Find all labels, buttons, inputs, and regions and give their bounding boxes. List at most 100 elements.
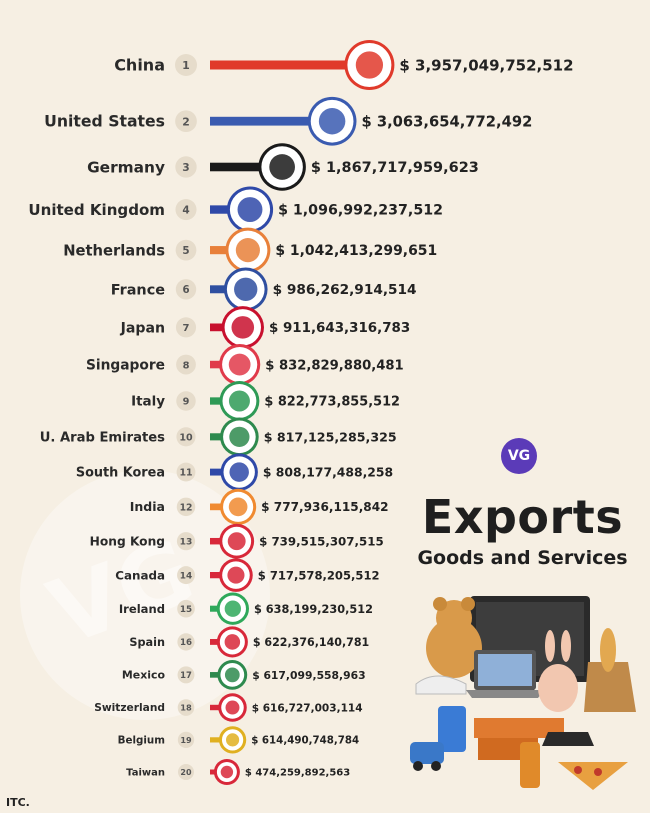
rank-number: 2 bbox=[182, 115, 190, 128]
value-label: $ 1,096,992,237,512 bbox=[278, 203, 443, 219]
value-label: $ 808,177,488,258 bbox=[263, 466, 393, 480]
rank-badge bbox=[177, 731, 195, 749]
toy-car-icon bbox=[410, 742, 444, 764]
rank-badge bbox=[177, 566, 195, 585]
flag-emblem bbox=[235, 238, 260, 263]
country-label: U. Arab Emirates bbox=[40, 430, 165, 445]
value-label: $ 638,199,230,512 bbox=[254, 603, 373, 616]
bar bbox=[210, 162, 289, 172]
chart-title: Exports bbox=[421, 490, 624, 544]
rank-badge bbox=[176, 532, 196, 551]
country-label: Taiwan bbox=[126, 768, 165, 779]
bar bbox=[210, 116, 339, 126]
rank-number: 17 bbox=[180, 670, 192, 680]
rank-number: 3 bbox=[182, 161, 189, 174]
value-label: $ 617,099,558,963 bbox=[252, 669, 365, 682]
country-label: Japan bbox=[120, 320, 165, 336]
rank-badge bbox=[175, 156, 197, 178]
rank-badge bbox=[175, 317, 197, 338]
value-label: $ 3,063,654,772,492 bbox=[361, 113, 532, 130]
rank-number: 10 bbox=[179, 432, 193, 443]
value-label: $ 817,125,285,325 bbox=[264, 429, 397, 444]
value-label: $ 739,515,307,515 bbox=[259, 534, 384, 548]
flag-emblem bbox=[224, 667, 240, 683]
rank-number: 16 bbox=[180, 638, 192, 648]
flag-emblem bbox=[229, 426, 250, 447]
flag-emblem bbox=[227, 532, 246, 551]
country-label: Belgium bbox=[118, 734, 165, 746]
rank-badge bbox=[177, 699, 195, 716]
rank-badge bbox=[177, 599, 195, 618]
value-label: $ 1,042,413,299,651 bbox=[275, 243, 437, 259]
country-label: Singapore bbox=[86, 357, 165, 373]
country-label: Germany bbox=[87, 158, 165, 176]
value-label: $ 832,829,880,481 bbox=[265, 358, 403, 373]
bottle-icon bbox=[520, 742, 540, 788]
country-label: Italy bbox=[131, 394, 165, 410]
flag-emblem bbox=[231, 316, 255, 339]
goods-illustration bbox=[410, 596, 636, 790]
value-label: $ 3,957,049,752,512 bbox=[399, 56, 573, 74]
rank-number: 18 bbox=[180, 703, 192, 713]
rank-number: 15 bbox=[180, 605, 192, 615]
rank-number: 13 bbox=[180, 538, 193, 548]
flag-emblem bbox=[225, 733, 240, 747]
rank-number: 6 bbox=[182, 285, 189, 296]
rank-badge bbox=[178, 764, 194, 780]
rank-badge bbox=[175, 239, 197, 261]
rank-number: 8 bbox=[183, 360, 190, 371]
rank-badge bbox=[175, 54, 197, 76]
rank-badge bbox=[177, 633, 195, 651]
flag-emblem bbox=[228, 390, 250, 412]
bunny-icon bbox=[538, 664, 578, 712]
rank-badge bbox=[176, 391, 196, 411]
rank-number: 9 bbox=[183, 397, 190, 408]
chart-subtitle: Goods and Services bbox=[417, 547, 628, 569]
rank-badge bbox=[176, 427, 196, 447]
rank-number: 7 bbox=[183, 323, 190, 334]
rank-badge bbox=[177, 666, 195, 684]
bar bbox=[210, 60, 376, 70]
rank-badge bbox=[175, 110, 197, 133]
value-label: $ 616,727,003,114 bbox=[252, 702, 363, 714]
rank-number: 14 bbox=[180, 572, 192, 582]
vg-logo-badge: VG bbox=[501, 438, 537, 474]
flag-emblem bbox=[237, 197, 263, 223]
flag-emblem bbox=[234, 277, 258, 301]
country-label: South Korea bbox=[76, 466, 165, 481]
flag-emblem bbox=[269, 154, 295, 180]
value-label: $ 822,773,855,512 bbox=[264, 395, 400, 410]
rank-number: 11 bbox=[179, 468, 192, 479]
country-label: Hong Kong bbox=[90, 534, 165, 548]
country-label: Switzerland bbox=[94, 701, 165, 714]
rank-number: 5 bbox=[182, 245, 189, 257]
rank-number: 12 bbox=[180, 502, 193, 513]
value-label: $ 911,643,316,783 bbox=[269, 321, 410, 336]
flag-emblem bbox=[227, 566, 245, 584]
boxes-icon bbox=[474, 718, 564, 738]
rank-badge bbox=[176, 354, 196, 375]
country-label: Ireland bbox=[119, 602, 165, 616]
flag-emblem bbox=[228, 353, 251, 376]
value-label: $ 622,376,140,781 bbox=[253, 636, 369, 649]
flag-emblem bbox=[224, 600, 241, 617]
country-label: Spain bbox=[129, 636, 165, 649]
value-label: $ 1,867,717,959,623 bbox=[311, 160, 479, 176]
flag-emblem bbox=[224, 634, 241, 650]
country-label: Netherlands bbox=[63, 242, 165, 259]
rank-number: 19 bbox=[180, 735, 192, 745]
country-label: Mexico bbox=[122, 669, 166, 682]
source-label: ITC. bbox=[6, 796, 30, 809]
rank-badge bbox=[176, 462, 196, 482]
value-label: $ 717,578,205,512 bbox=[258, 568, 380, 582]
teddy-bear-icon bbox=[426, 618, 482, 678]
rank-number: 20 bbox=[180, 768, 192, 777]
country-label: India bbox=[130, 499, 165, 514]
flag-emblem bbox=[225, 700, 240, 715]
rank-number: 4 bbox=[182, 205, 189, 217]
rank-number: 1 bbox=[182, 59, 190, 72]
country-label: United States bbox=[44, 112, 165, 131]
value-label: $ 614,490,748,784 bbox=[251, 735, 359, 747]
flag-emblem bbox=[220, 765, 234, 779]
